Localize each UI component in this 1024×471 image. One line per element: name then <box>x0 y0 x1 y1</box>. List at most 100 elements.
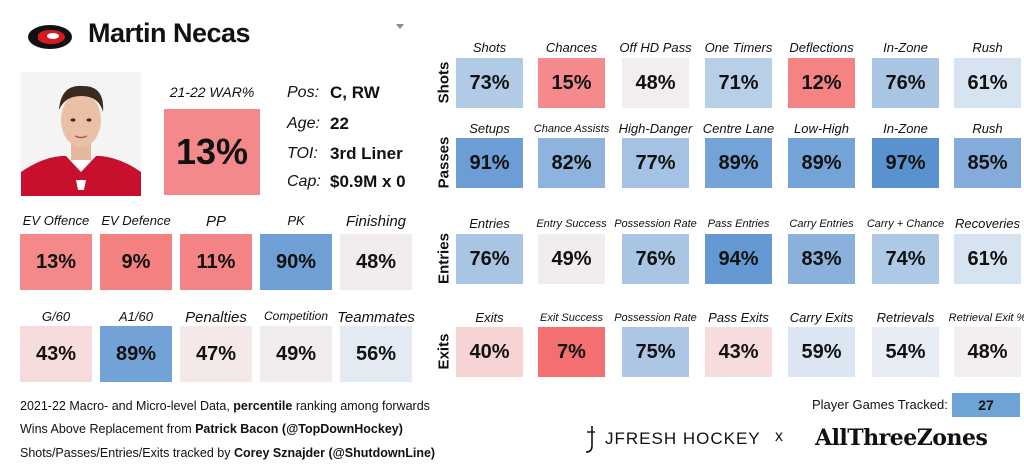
metric-cell: 43% <box>705 327 772 377</box>
metric-cell: 82% <box>538 138 605 188</box>
metric-cell: 76% <box>456 234 523 284</box>
metric-label: A1/60 <box>119 309 153 324</box>
metric-cell: 56% <box>340 326 412 382</box>
jfresh-logo-icon <box>585 426 595 453</box>
metric-cell: 89% <box>788 138 855 188</box>
metric-cell: 90% <box>260 234 332 290</box>
pos-value: C, RW <box>330 83 380 102</box>
metric-label: Penalties <box>185 309 247 326</box>
metric-label: Carry Exits <box>789 310 854 325</box>
row-label-exits: Exits <box>435 333 453 370</box>
metric-cell: 61% <box>954 234 1021 284</box>
metric-cell: 75% <box>622 327 689 377</box>
metric-label: Retrieval Exit % <box>948 312 1024 324</box>
player-photo <box>21 72 141 196</box>
metric-cell: 49% <box>538 234 605 284</box>
toi-label: TOI: <box>287 145 318 162</box>
footer-text: Shots/Passes/Entries/Exits tracked by <box>20 446 234 460</box>
metric-label: Chance Assists <box>533 123 610 135</box>
metric-cell: 12% <box>788 58 855 108</box>
metric-cell: 40% <box>456 327 523 377</box>
metric-label: EV Offence <box>22 213 90 228</box>
metric-label: Exit Success <box>540 312 603 324</box>
metric-cell: 74% <box>872 234 939 284</box>
team-logo <box>26 22 74 52</box>
footer-line-3: Shots/Passes/Entries/Exits tracked by Co… <box>20 446 435 460</box>
war-label: 21-22 WAR% <box>169 84 255 100</box>
metric-cell: 61% <box>954 58 1021 108</box>
footer-text: ranking among forwards <box>292 399 430 413</box>
age-value: 22 <box>330 114 349 133</box>
metric-label: Entry Success <box>536 218 607 230</box>
metric-label: Setups <box>469 121 510 136</box>
metric-label: Exits <box>475 310 504 325</box>
metric-label: In-Zone <box>883 40 928 55</box>
metric-label: Teammates <box>337 309 415 326</box>
metric-cell: 43% <box>20 326 92 382</box>
metric-label: Recoveries <box>954 216 1021 231</box>
jfresh-brand: JFRESH HOCKEY <box>583 424 761 454</box>
footer-text: 2021-22 Macro- and Micro-level Data, <box>20 399 234 413</box>
metric-label: Shots <box>472 40 507 55</box>
metric-label: Pass Entries <box>707 218 770 230</box>
metric-label: Low-High <box>794 121 849 136</box>
metric-cell: 48% <box>954 327 1021 377</box>
war-value: 13% <box>164 109 260 195</box>
metric-label: Entries <box>469 216 510 231</box>
cap-label: Cap: <box>287 173 321 190</box>
metric-label: Carry Entries <box>789 218 854 230</box>
metric-label: EV Defence <box>101 213 171 228</box>
metric-cell: 47% <box>180 326 252 382</box>
metric-label: Retrievals <box>876 310 935 325</box>
metric-label: Off HD Pass <box>619 40 692 55</box>
footer-text: Wins Above Replacement from <box>20 422 196 436</box>
metric-cell: 9% <box>100 234 172 290</box>
footer-credit: Patrick Bacon (@TopDownHockey) <box>195 422 403 436</box>
metric-cell: 91% <box>456 138 523 188</box>
metric-label: Rush <box>972 40 1003 55</box>
metric-label: Finishing <box>345 213 407 230</box>
metric-label: Rush <box>972 121 1003 136</box>
row-label-entries: Entries <box>435 233 453 284</box>
row-label-shots: Shots <box>435 61 453 104</box>
metric-cell: 48% <box>622 58 689 108</box>
metric-cell: 54% <box>872 327 939 377</box>
pos-label: Pos: <box>287 84 320 101</box>
footer-line-1: 2021-22 Macro- and Micro-level Data, per… <box>20 399 430 413</box>
metric-cell: 15% <box>538 58 605 108</box>
metric-label: Carry + Chance <box>866 218 945 230</box>
allthreezones-brand: AllThreeZones <box>815 425 988 451</box>
metric-cell: 48% <box>340 234 412 290</box>
metric-cell: 7% <box>538 327 605 377</box>
cap-value: $0.9M x 0 <box>330 172 406 191</box>
player-name: Martin Necas <box>88 18 251 48</box>
metric-cell: 85% <box>954 138 1021 188</box>
chevron-down-icon[interactable] <box>396 24 404 29</box>
metric-cell: 13% <box>20 234 92 290</box>
toi-value: 3rd Liner <box>330 144 403 163</box>
footer-emphasis: percentile <box>233 399 293 413</box>
metric-label: Centre Lane <box>702 121 775 136</box>
age-label: Age: <box>287 115 320 132</box>
metric-label: Chances <box>545 40 598 55</box>
metric-cell: 11% <box>180 234 252 290</box>
brand-separator: x <box>775 428 783 445</box>
metric-label: High-Danger <box>618 121 693 136</box>
row-label-passes: Passes <box>435 136 453 189</box>
jfresh-text: JFRESH HOCKEY <box>605 429 761 448</box>
metric-label: Competition <box>263 309 329 323</box>
games-tracked-label: Player Games Tracked: <box>812 397 948 412</box>
metric-label: One Timers <box>704 40 773 55</box>
metric-cell: 83% <box>788 234 855 284</box>
metric-label: Possession Rate <box>614 312 697 324</box>
metric-cell: 89% <box>100 326 172 382</box>
metric-label: Pass Exits <box>708 310 769 325</box>
metric-label: In-Zone <box>883 121 928 136</box>
footer-line-2: Wins Above Replacement from Patrick Baco… <box>20 422 403 436</box>
metric-label: Possession Rate <box>614 218 697 230</box>
metric-cell: 94% <box>705 234 772 284</box>
metric-cell: 77% <box>622 138 689 188</box>
metric-cell: 97% <box>872 138 939 188</box>
metric-label: Deflections <box>789 40 854 55</box>
footer-credit: Corey Sznajder (@ShutdownLine) <box>233 446 436 460</box>
